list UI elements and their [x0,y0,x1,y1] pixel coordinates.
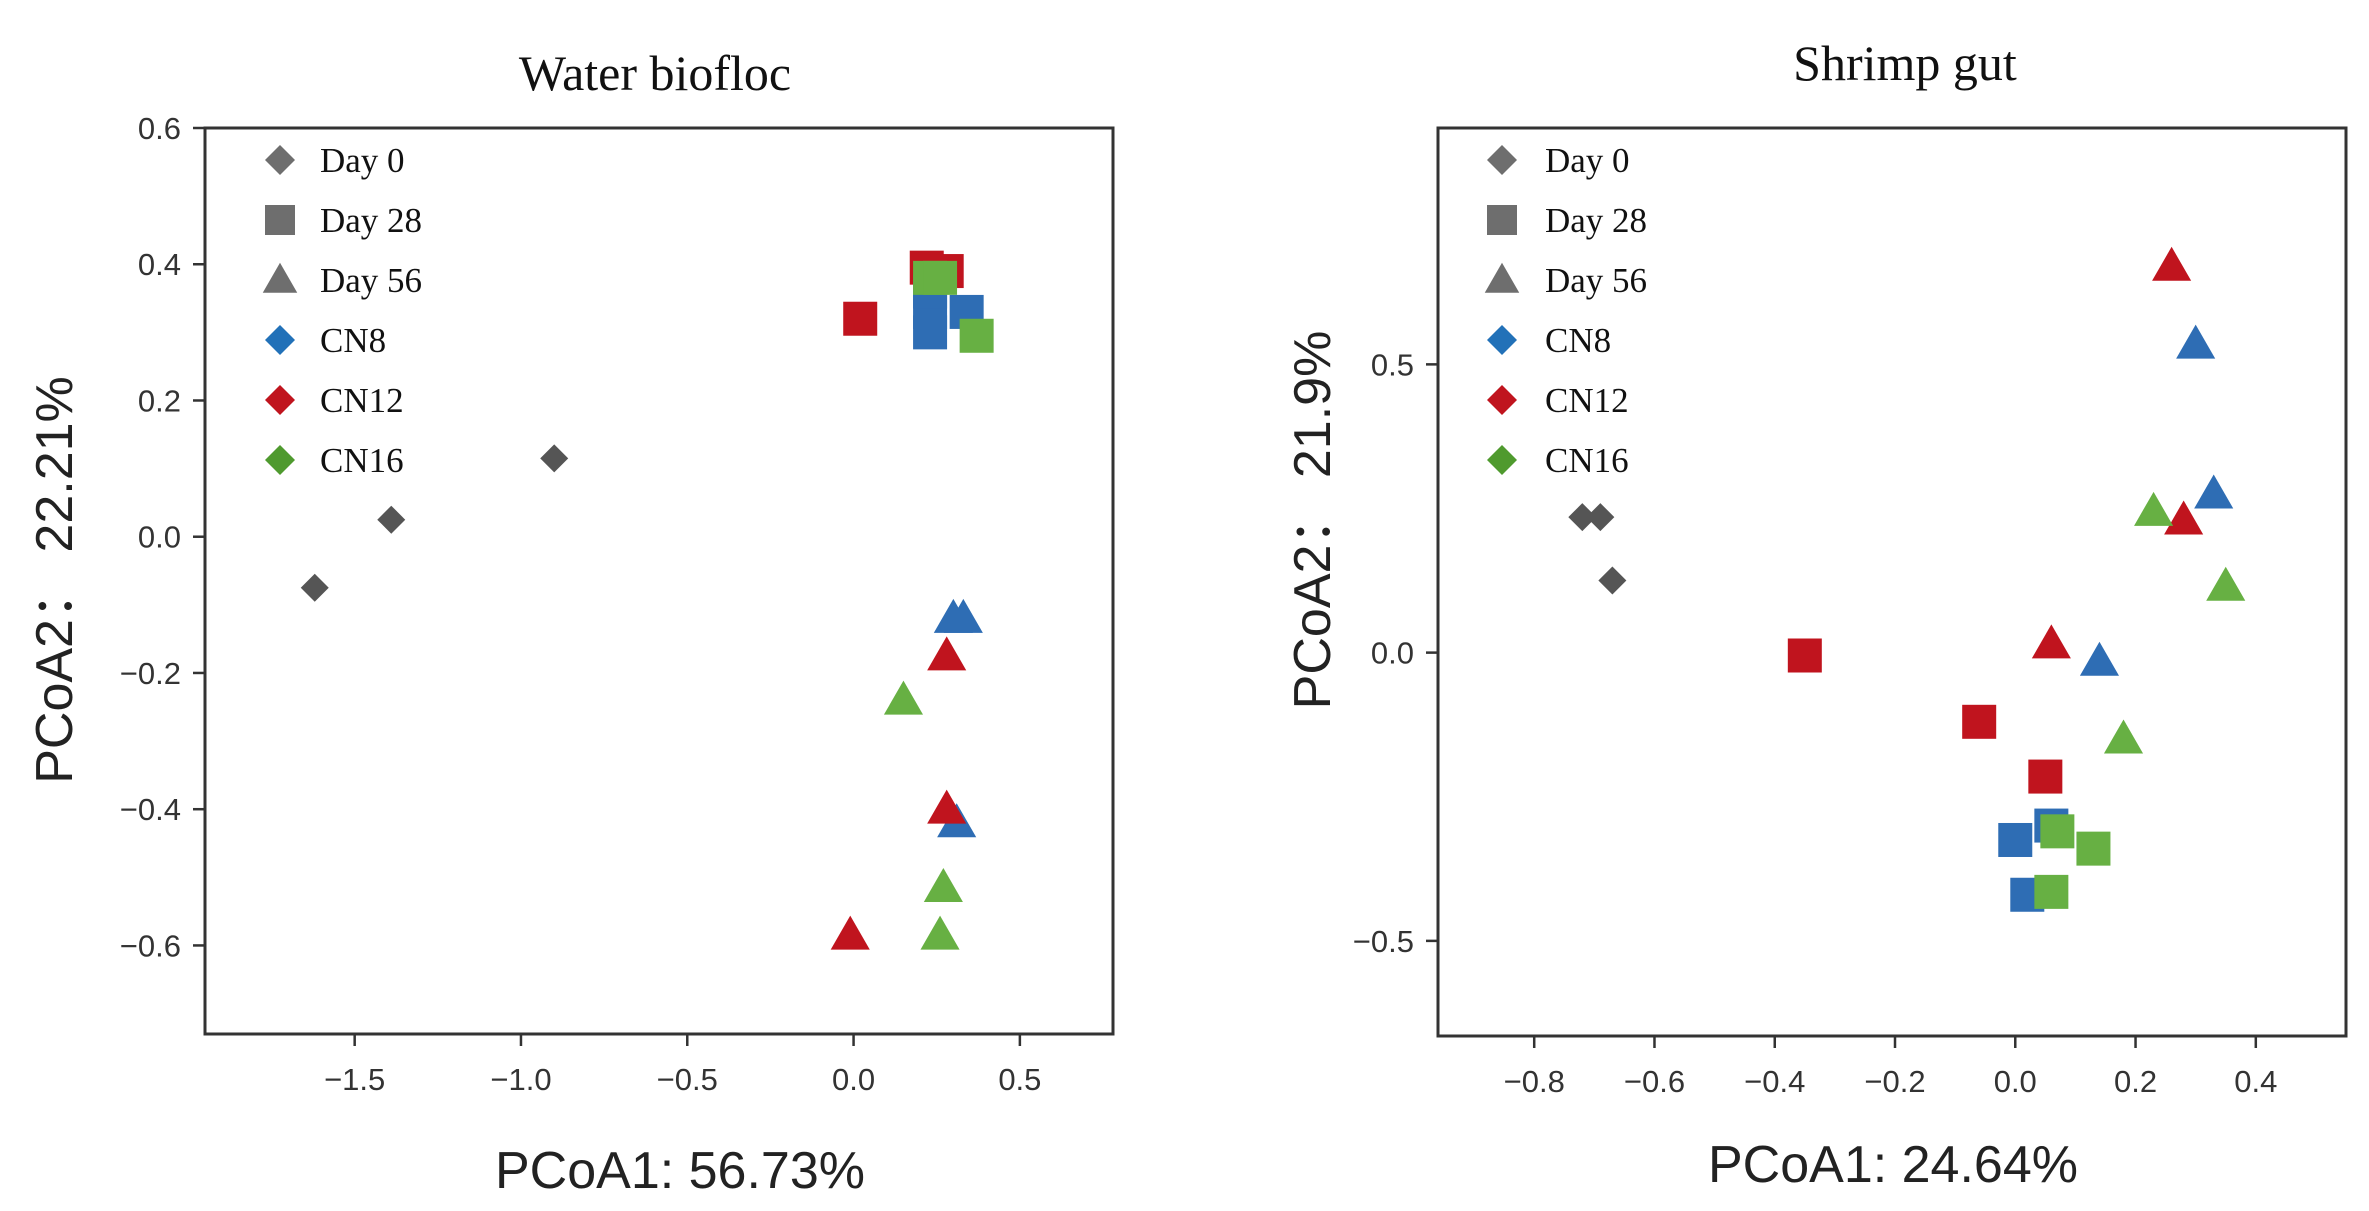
data-point-cn12-day-56 [927,789,967,824]
data-point-day-0-day-0 [377,505,406,534]
x-axis-label-water: PCoA1: 56.73% [495,1142,865,1200]
x-tick-label: 0.5 [998,1062,1041,1097]
data-point-cn12-day-28 [2028,759,2063,794]
legend-marker-cn8 [265,325,295,355]
x-tick-label: 0.4 [2234,1064,2277,1099]
plot-frame-gut [1436,126,2348,1038]
title-shrimp-gut: Shrimp gut [1793,35,2017,91]
legend-marker-day-28 [1487,205,1517,235]
legend-label-cn8: CN8 [1545,321,1611,360]
data-point-cn12-day-28 [1787,638,1822,673]
data-point-cn16-day-56 [2103,719,2144,754]
data-point-cn16-day-56 [923,867,963,902]
y-ticks-gut: −0.5 0.0 0.5 [1353,347,1438,959]
x-tick-label: 0.2 [2114,1064,2157,1099]
data-point-cn8-day-28 [1998,822,2033,857]
y-tick-label: 0.0 [1371,636,1414,671]
data-point-cn12-day-56 [2164,500,2204,535]
x-ticks-gut: −0.8 −0.6 −0.4 −0.2 0.0 0.2 0.4 [1504,1036,2277,1099]
data-point-cn16-day-28 [959,318,994,353]
x-tick-label: −0.4 [1744,1064,1805,1099]
data-point-day-0-day-0 [1598,566,1627,595]
data-point-cn16-day-56 [883,680,924,715]
legend-marker-cn16 [265,445,295,475]
data-point-cn16-day-28 [2040,814,2075,849]
legend-label-cn12: CN12 [320,381,404,420]
data-point-cn16-day-28 [923,260,958,295]
data-point-cn12-day-28 [1962,704,1997,739]
y-ticks-water: −0.6 −0.4 −0.2 0.0 0.2 0.4 0.6 [120,111,205,963]
y-tick-label: 0.2 [138,383,181,418]
data-point-cn12-day-56 [2031,624,2071,659]
legend-label-cn8: CN8 [320,321,386,360]
legend-marker-day-56 [262,262,298,293]
y-tick-label: 0.6 [138,111,181,146]
y-tick-label: −0.5 [1353,924,1414,959]
plot-frame-water [203,126,1115,1036]
legend-label-cn12: CN12 [1545,381,1629,420]
data-point-cn8-day-56 [2176,324,2216,359]
data-point-cn8-day-56 [2194,474,2234,509]
legend-marker-cn8 [1487,325,1517,355]
legend-label-day-0: Day 0 [1545,141,1630,180]
legend-marker-cn12 [265,385,295,415]
legend-label-cn16: CN16 [320,441,404,480]
y-tick-label: 0.4 [138,247,181,282]
data-point-cn12-day-56 [2152,246,2192,281]
y-tick-label: −0.2 [120,656,181,691]
legend-marker-day-0 [265,145,295,175]
legend-label-day-0: Day 0 [320,141,405,180]
data-point-cn16-day-56 [920,915,960,950]
legend-label-day-28: Day 28 [1545,201,1647,240]
data-point-cn12-day-28 [843,301,878,336]
x-axis-label-gut: PCoA1: 24.64% [1708,1136,2078,1194]
legend-label-cn16: CN16 [1545,441,1629,480]
points-gut [1568,246,2246,912]
y-axis-label-gut: PCoA2： 21.9% [1284,331,1342,710]
data-point-day-0-day-0 [540,444,569,473]
legend-marker-day-0 [1487,145,1517,175]
panel-water-biofloc: Water biofloc −0.6 −0.4 −0.2 0.0 0.2 0.4 0.6 −… [26,45,1115,1200]
y-tick-label: 0.5 [1371,347,1414,382]
y-axis-label-water: PCoA2： 22.21% [26,376,84,784]
x-tick-label: −0.2 [1864,1064,1925,1099]
legend-marker-cn12 [1487,385,1517,415]
x-ticks-water: −1.5 −1.0 −0.5 0.0 0.5 [324,1034,1041,1097]
points-water [300,250,994,950]
data-point-day-0-day-0 [1586,503,1615,532]
legend-water: Day 0 Day 28 Day 56 CN8 CN12 CN16 [262,141,422,480]
x-tick-label: −0.5 [657,1062,718,1097]
title-water-biofloc: Water biofloc [519,45,791,101]
legend-label-day-56: Day 56 [320,261,422,300]
x-tick-label: −1.5 [324,1062,385,1097]
x-tick-label: −1.0 [490,1062,551,1097]
data-point-cn16-day-56 [2134,491,2174,526]
x-tick-label: 0.0 [832,1062,875,1097]
x-tick-label: −0.8 [1504,1064,1565,1099]
data-point-cn12-day-56 [927,636,967,671]
data-point-day-0-day-0 [300,573,329,602]
x-tick-label: −0.6 [1624,1064,1685,1099]
x-tick-label: 0.0 [1994,1064,2037,1099]
data-point-cn16-day-28 [2076,831,2111,866]
data-point-cn16-day-28 [2034,874,2069,909]
legend-marker-cn16 [1487,445,1517,475]
y-tick-label: −0.4 [120,792,181,827]
data-point-cn16-day-56 [2206,566,2246,601]
y-tick-label: −0.6 [120,928,181,963]
data-point-cn12-day-56 [830,915,870,950]
data-point-day-0-day-0 [1568,503,1597,532]
legend-gut: Day 0 Day 28 Day 56 CN8 CN12 CN16 [1484,141,1647,480]
data-point-cn8-day-56 [2079,641,2120,676]
panel-shrimp-gut: Shrimp gut −0.5 0.0 0.5 −0.8 −0.6 −0.4 −0.2 0.… [1284,35,2348,1194]
legend-marker-day-56 [1484,262,1520,293]
legend-marker-day-28 [265,205,295,235]
legend-label-day-28: Day 28 [320,201,422,240]
legend-label-day-56: Day 56 [1545,261,1647,300]
data-point-cn8-day-56 [943,598,983,633]
y-tick-label: 0.0 [138,520,181,555]
